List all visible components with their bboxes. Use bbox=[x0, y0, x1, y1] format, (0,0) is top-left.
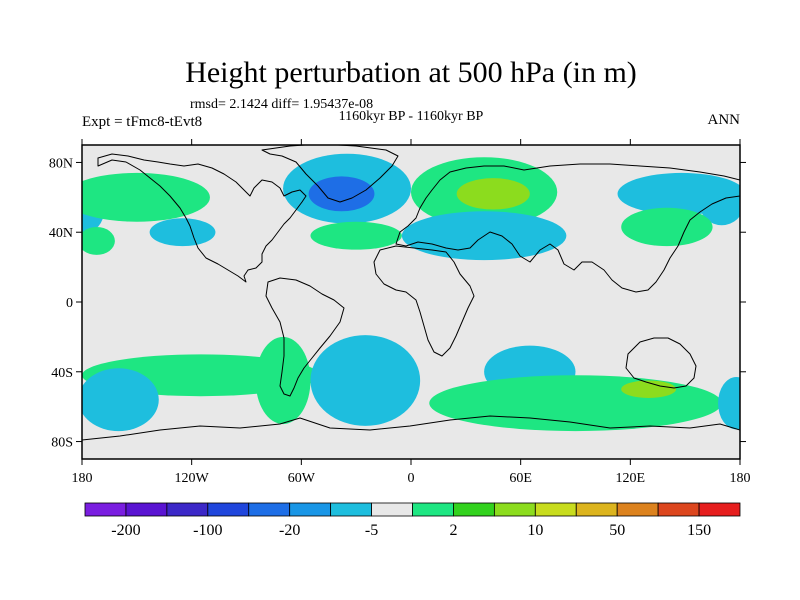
colorbar-label-4: 2 bbox=[449, 522, 457, 539]
x-tick-label-5: 120E bbox=[616, 471, 646, 486]
anomaly-region-11 bbox=[617, 172, 740, 215]
colorbar-swatch-15 bbox=[698, 502, 741, 517]
x-tick-label-6: 180 bbox=[730, 471, 751, 486]
y-tick-label-3: 40S bbox=[51, 366, 73, 381]
colorbar-swatch-10 bbox=[493, 502, 536, 517]
season-label: ANN bbox=[708, 112, 741, 128]
experiment-label: Expt = tFmc8-tEvt8 bbox=[82, 114, 202, 130]
colorbar-label-3: -5 bbox=[365, 522, 378, 539]
coastline-south-america bbox=[265, 277, 345, 397]
anomaly-region-4 bbox=[82, 226, 115, 255]
coastline-eurasia bbox=[395, 163, 740, 293]
colorbar: -200 -100 -20 -5 2 10 50 150 bbox=[84, 502, 741, 539]
y-tick-label-1: 40N bbox=[49, 226, 73, 241]
colorbar-swatch-1 bbox=[125, 502, 168, 517]
x-tick-label-3: 0 bbox=[408, 471, 415, 486]
anomaly-region-20 bbox=[718, 377, 740, 430]
colorbar-swatch-4 bbox=[248, 502, 291, 517]
y-axis: 80N 40N 0 40S 80S bbox=[49, 156, 746, 451]
anomaly-region-9 bbox=[456, 178, 530, 210]
coastline-north-america bbox=[97, 153, 307, 283]
period-label: 1160kyr BP - 1160kyr BP bbox=[339, 109, 484, 124]
colorbar-swatch-8 bbox=[412, 502, 454, 517]
colorbar-swatch-7 bbox=[371, 502, 413, 517]
colorbar-swatch-6 bbox=[330, 502, 372, 517]
coastline-africa bbox=[373, 245, 475, 357]
anomaly-region-14 bbox=[82, 368, 159, 432]
colorbar-label-1: -100 bbox=[193, 522, 222, 539]
y-tick-label-2: 0 bbox=[66, 296, 73, 311]
colorbar-label-0: -200 bbox=[111, 522, 140, 539]
x-axis: 180 120W 60W 0 60E 120E 180 bbox=[72, 139, 751, 486]
colorbar-swatch-5 bbox=[289, 502, 332, 517]
x-tick-label-4: 60E bbox=[509, 471, 532, 486]
x-tick-label-2: 60W bbox=[288, 471, 316, 486]
y-tick-label-4: 80S bbox=[51, 436, 73, 451]
chart-title: Height perturbation at 500 hPa (in m) bbox=[185, 56, 637, 89]
colorbar-label-5: 10 bbox=[527, 522, 543, 539]
colorbar-swatch-14 bbox=[657, 502, 700, 517]
colorbar-swatch-13 bbox=[616, 502, 659, 517]
anomaly-region-7 bbox=[310, 221, 402, 250]
anomaly-region-19 bbox=[621, 380, 677, 398]
anomaly-region-12 bbox=[621, 207, 713, 247]
colorbar-label-7: 150 bbox=[687, 522, 711, 539]
y-tick-label-0: 80N bbox=[49, 156, 73, 171]
colorbar-swatch-3 bbox=[207, 502, 250, 517]
anomaly-field bbox=[82, 153, 740, 432]
x-tick-label-1: 120W bbox=[175, 471, 210, 486]
colorbar-label-2: -20 bbox=[279, 522, 300, 539]
colorbar-swatch-12 bbox=[575, 502, 618, 517]
anomaly-region-3 bbox=[149, 218, 216, 247]
x-tick-label-0: 180 bbox=[72, 471, 93, 486]
anomaly-region-6 bbox=[308, 176, 375, 212]
colorbar-swatch-2 bbox=[166, 502, 209, 517]
anomaly-region-2 bbox=[82, 172, 210, 222]
colorbar-swatch-11 bbox=[534, 502, 577, 517]
anomaly-region-16 bbox=[310, 335, 421, 426]
colorbar-swatch-0 bbox=[84, 502, 127, 517]
stats-line: rmsd= 2.1424 diff= 1.95437e-08 bbox=[190, 97, 373, 112]
coastline-antarctica bbox=[82, 415, 740, 441]
colorbar-label-6: 50 bbox=[609, 522, 625, 539]
anomaly-region-15 bbox=[255, 336, 311, 425]
colorbar-swatch-9 bbox=[453, 502, 495, 517]
coastline-australia bbox=[625, 337, 697, 389]
